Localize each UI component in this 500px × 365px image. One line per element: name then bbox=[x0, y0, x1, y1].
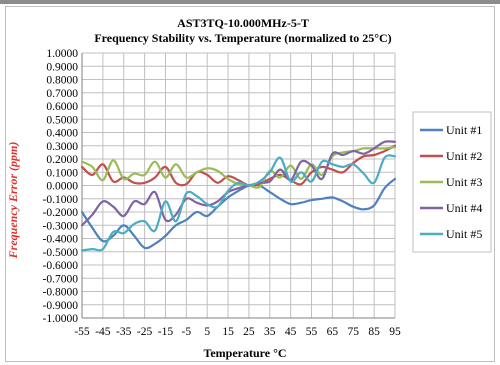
y-tick-label: 0.7000 bbox=[46, 88, 78, 100]
series-line-unit-4 bbox=[80, 140, 397, 227]
series-line-unit-3 bbox=[80, 146, 397, 189]
x-tick-label: 95 bbox=[389, 326, 401, 338]
legend-label: Unit #1 bbox=[446, 123, 482, 137]
chart-subtitle: Frequency Stability vs. Temperature (nor… bbox=[94, 31, 391, 45]
series-line-unit-1 bbox=[80, 177, 397, 250]
y-tick-label: -0.8000 bbox=[43, 287, 79, 299]
x-tick-label: -55 bbox=[74, 326, 90, 338]
y-axis-title: Frequency Error (ppm) bbox=[6, 142, 20, 260]
legend: Unit #1 Unit #2 Unit #3 Unit #4 Unit #5 bbox=[412, 111, 492, 253]
x-tick-label: 75 bbox=[348, 326, 360, 338]
series-line-unit-5 bbox=[80, 154, 397, 252]
y-tick-label: 0.8000 bbox=[46, 75, 78, 87]
legend-label: Unit #2 bbox=[446, 149, 482, 163]
x-tick-label: 85 bbox=[368, 326, 380, 338]
x-tick-label: -45 bbox=[95, 326, 111, 338]
y-tick-label: 0.5000 bbox=[46, 114, 78, 126]
y-tick-label: -0.4000 bbox=[43, 234, 79, 246]
x-tick-label: -25 bbox=[137, 326, 153, 338]
x-tick-label: 5 bbox=[204, 326, 210, 338]
x-tick-label: 35 bbox=[264, 326, 276, 338]
x-tick-label: 15 bbox=[222, 326, 234, 338]
legend-label: Unit #4 bbox=[446, 201, 482, 215]
legend-label: Unit #3 bbox=[446, 175, 482, 189]
y-tick-label: -0.3000 bbox=[43, 220, 79, 232]
series-layer bbox=[80, 140, 397, 252]
y-tick-label: -0.1000 bbox=[43, 194, 79, 206]
y-tick-label: -0.9000 bbox=[43, 300, 79, 312]
y-tick-label: 0.3000 bbox=[46, 141, 78, 153]
x-tick-label: -35 bbox=[116, 326, 132, 338]
y-tick-label: -1.0000 bbox=[43, 313, 79, 325]
y-tick-label: 0.2000 bbox=[46, 154, 78, 166]
y-tick-label: -0.2000 bbox=[43, 207, 79, 219]
x-tick-label: -5 bbox=[182, 326, 192, 338]
y-tick-label: 0.1000 bbox=[46, 167, 78, 179]
x-tick-label: 25 bbox=[243, 326, 255, 338]
y-tick-label: -0.6000 bbox=[43, 260, 79, 272]
y-tick-label: 0.4000 bbox=[46, 128, 78, 140]
series-line-unit-2 bbox=[80, 144, 397, 187]
y-tick-label: 0.6000 bbox=[46, 101, 78, 113]
x-tick-label: 65 bbox=[327, 326, 339, 338]
chart-title: AST3TQ-10.000MHz-5-T bbox=[177, 16, 309, 30]
x-axis-title: Temperature °C bbox=[203, 346, 286, 360]
y-tick-label: -0.5000 bbox=[43, 247, 79, 259]
y-tick-label: 1.0000 bbox=[46, 48, 78, 60]
x-tick-label: -15 bbox=[158, 326, 174, 338]
y-tick-label: 0.9000 bbox=[46, 61, 78, 73]
grid-layer bbox=[81, 52, 396, 319]
x-tick-label: 55 bbox=[306, 326, 318, 338]
y-tick-label: 0.0000 bbox=[46, 181, 78, 193]
x-tick-label: 45 bbox=[285, 326, 297, 338]
legend-label: Unit #5 bbox=[446, 227, 482, 241]
y-tick-label: -0.7000 bbox=[43, 273, 79, 285]
top-bar bbox=[0, 0, 500, 4]
